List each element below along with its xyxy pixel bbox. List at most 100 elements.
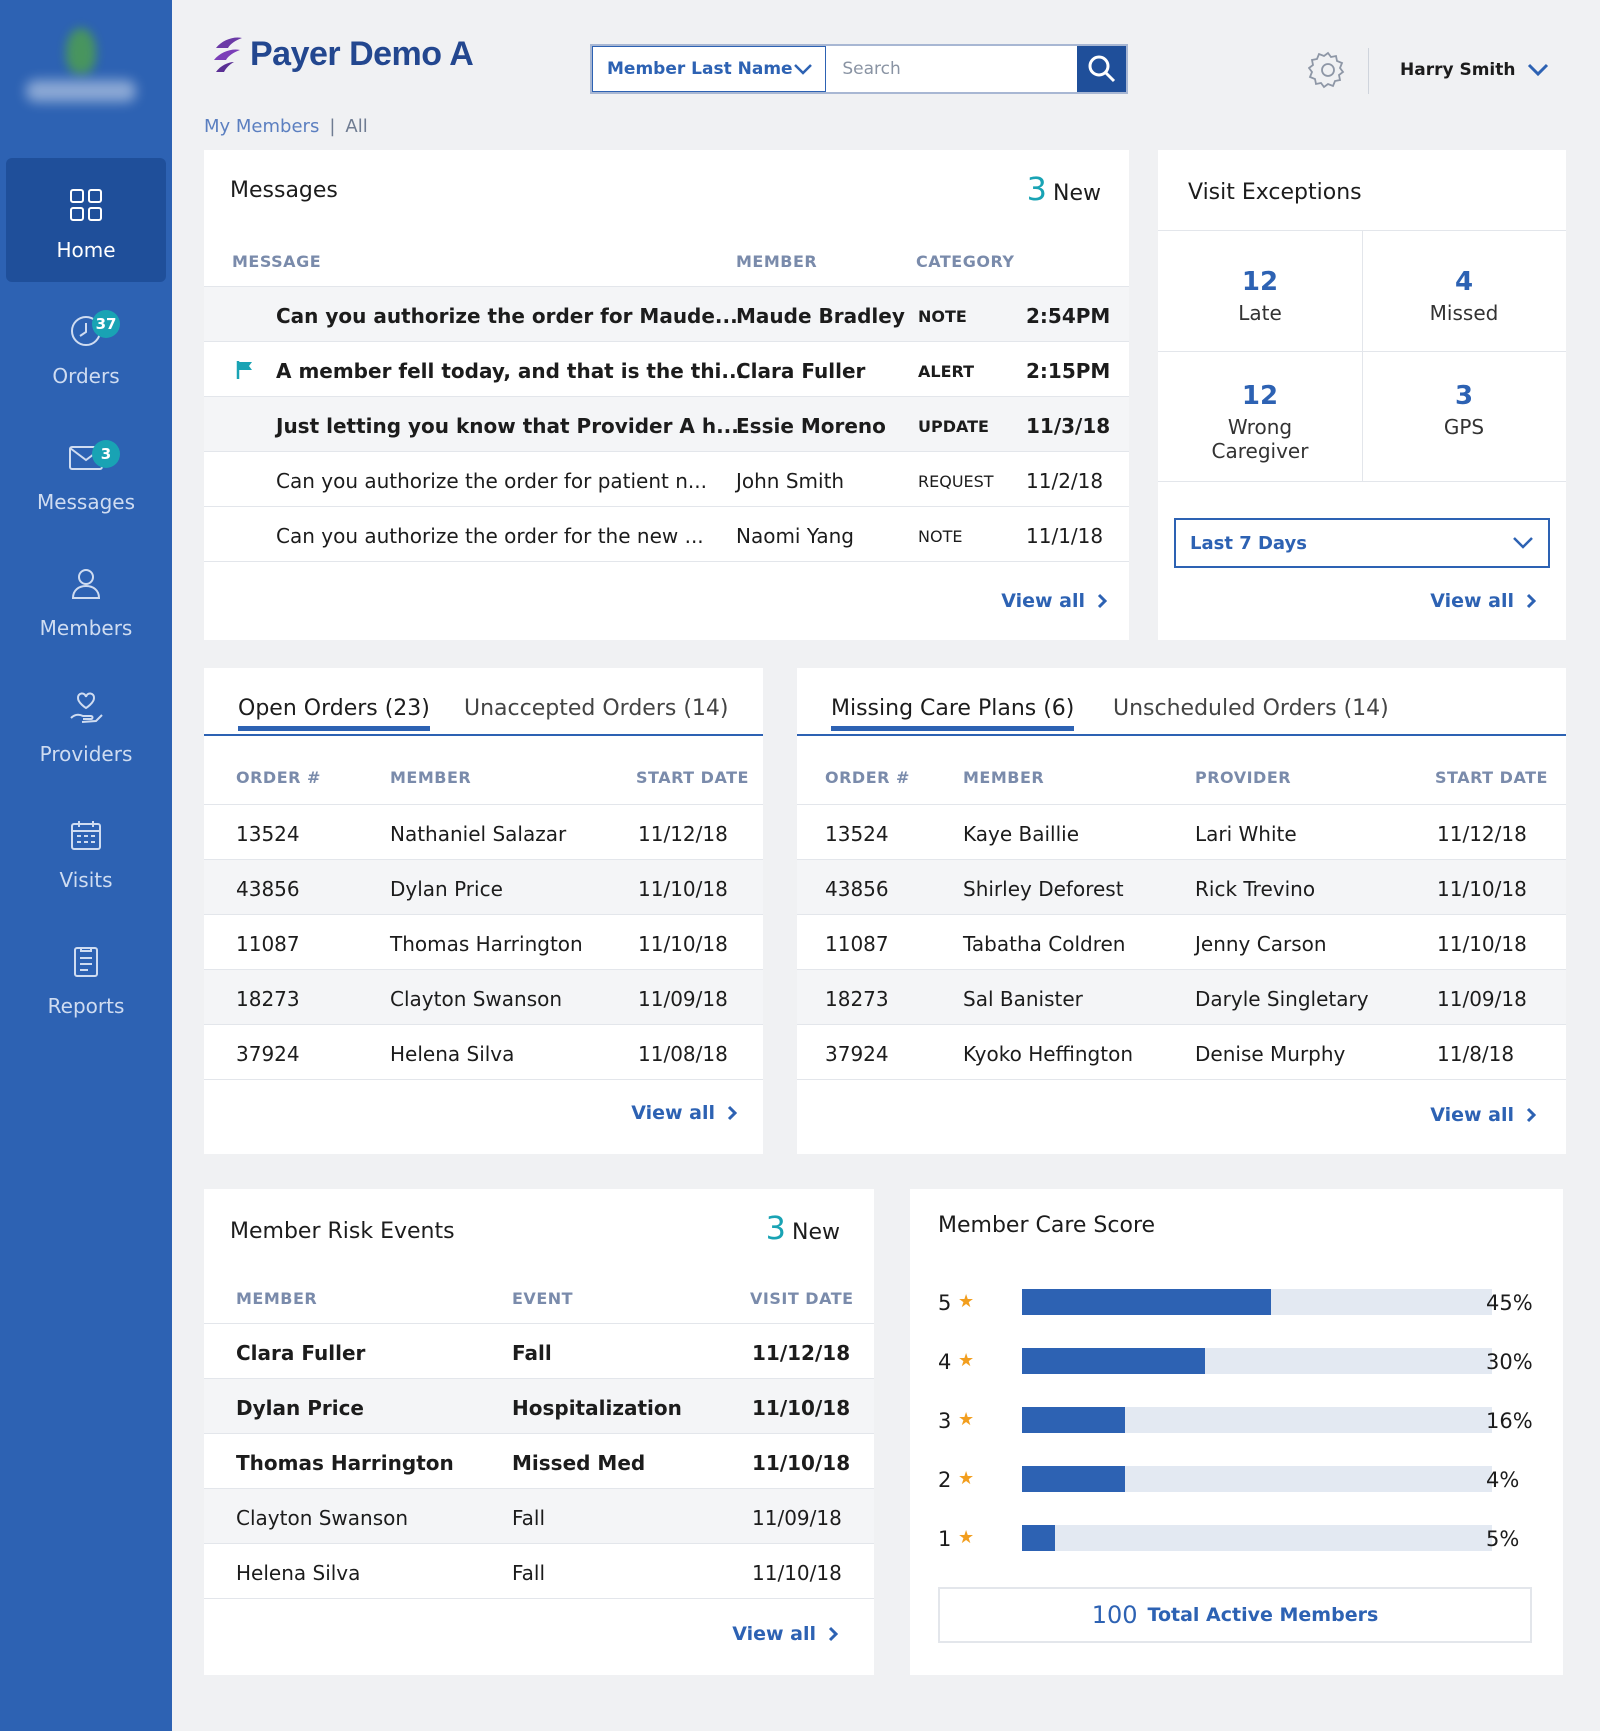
orders-view-all-link[interactable]: View all	[631, 1102, 737, 1124]
total-active-count: 100	[1091, 1601, 1138, 1629]
care-plan-row[interactable]: 13524 Kaye Baillie Lari White 11/12/18	[797, 804, 1566, 859]
score-stars-count: 4	[938, 1350, 952, 1374]
message-row[interactable]: Just letting you know that Provider A h.…	[204, 396, 1129, 451]
chevron-right-icon	[1526, 1107, 1536, 1123]
score-bar-track	[1022, 1289, 1492, 1315]
star-icon: ★	[958, 1350, 975, 1371]
filter-my-members[interactable]: My Members	[204, 116, 320, 137]
risk-events-card: Member Risk Events 3 New MEMBER EVENT VIS…	[204, 1189, 874, 1675]
message-row[interactable]: Can you authorize the order for Maude...…	[204, 286, 1129, 341]
order-row[interactable]: 18273 Clayton Swanson 11/09/18	[204, 969, 763, 1024]
nav-visits[interactable]: Visits	[6, 788, 166, 912]
chevron-right-icon	[727, 1105, 737, 1121]
message-row[interactable]: Can you authorize the order for patient …	[204, 451, 1129, 506]
care-plan-order: 37924	[825, 1042, 889, 1066]
tab-unaccepted-orders[interactable]: Unaccepted Orders (14)	[464, 696, 729, 721]
risk-row[interactable]: Helena Silva Fall 11/10/18	[204, 1543, 874, 1598]
risk-row[interactable]: Clara Fuller Fall 11/12/18	[204, 1323, 874, 1378]
order-number: 18273	[236, 987, 300, 1011]
message-row[interactable]: A member fell today, and that is the thi…	[204, 341, 1129, 396]
care-plan-row[interactable]: 37924 Kyoko Heffington Denise Murphy 11/…	[797, 1024, 1566, 1079]
order-row[interactable]: 11087 Thomas Harrington 11/10/18	[204, 914, 763, 969]
message-category: NOTE	[918, 527, 963, 546]
grid-divider	[1362, 231, 1363, 481]
messages-badge: 3	[92, 440, 120, 468]
exception-late[interactable]: 12 Late	[1158, 267, 1362, 325]
exception-count: 12	[1241, 267, 1279, 297]
tab-unscheduled-orders[interactable]: Unscheduled Orders (14)	[1113, 696, 1389, 721]
search-field-select[interactable]: Member Last Name	[592, 46, 827, 92]
score-row: 2 ★ 4%	[938, 1466, 1538, 1496]
risk-event: Fall	[512, 1561, 546, 1585]
message-category: ALERT	[918, 362, 975, 381]
exception-missed[interactable]: 4 Missed	[1362, 267, 1566, 325]
care-plan-order: 18273	[825, 987, 889, 1011]
nav-messages[interactable]: Messages 3	[6, 410, 166, 534]
nav-home-label: Home	[56, 238, 116, 262]
nav-reports[interactable]: Reports	[6, 914, 166, 1038]
messages-view-all-link[interactable]: View all	[1001, 590, 1107, 612]
order-row[interactable]: 43856 Dylan Price 11/10/18	[204, 859, 763, 914]
message-row[interactable]: Can you authorize the order for the new …	[204, 506, 1129, 561]
exception-count: 3	[1454, 381, 1474, 411]
nav-members[interactable]: Members	[6, 536, 166, 660]
filter-all[interactable]: All	[345, 116, 368, 137]
order-number: 43856	[236, 877, 300, 901]
exception-gps[interactable]: 3 GPS	[1362, 381, 1566, 439]
order-date: 11/10/18	[638, 932, 728, 956]
exception-label: Wrong	[1227, 415, 1293, 439]
grid-icon	[70, 189, 102, 221]
total-active-members[interactable]: 100 Total Active Members	[938, 1587, 1532, 1643]
nav-providers[interactable]: Providers	[6, 662, 166, 786]
score-bar-track	[1022, 1407, 1492, 1433]
date-range-select[interactable]: Last 7 Days	[1174, 518, 1550, 568]
order-row[interactable]: 37924 Helena Silva 11/08/18	[204, 1024, 763, 1079]
col-message: MESSAGE	[232, 252, 322, 271]
nav-orders[interactable]: Orders 37	[6, 284, 166, 408]
exception-wrong-caregiver[interactable]: 12 Wrong Caregiver	[1158, 381, 1362, 463]
care-plans-view-all-link[interactable]: View all	[1430, 1104, 1536, 1126]
care-plan-order: 13524	[825, 822, 889, 846]
order-row[interactable]: 13524 Nathaniel Salazar 11/12/18	[204, 804, 763, 859]
risk-row[interactable]: Thomas Harrington Missed Med 11/10/18	[204, 1433, 874, 1488]
risk-row[interactable]: Dylan Price Hospitalization 11/10/18	[204, 1378, 874, 1433]
exception-label: GPS	[1443, 415, 1485, 439]
person-icon	[71, 569, 101, 599]
visit-exceptions-view-all-link[interactable]: View all	[1430, 590, 1536, 612]
nav-home[interactable]: Home	[6, 158, 166, 282]
care-plan-member: Kaye Baillie	[963, 822, 1080, 846]
score-row: 3 ★ 16%	[938, 1407, 1538, 1437]
user-menu[interactable]: Harry Smith	[1400, 60, 1549, 80]
score-bar-track	[1022, 1348, 1492, 1374]
care-plan-row[interactable]: 43856 Shirley Deforest Rick Trevino 11/1…	[797, 859, 1566, 914]
risk-row[interactable]: Clayton Swanson Fall 11/09/18	[204, 1488, 874, 1543]
messages-new-count: 3 New	[1027, 170, 1101, 208]
heart-hand-icon	[70, 692, 103, 723]
care-plan-date: 11/10/18	[1437, 877, 1527, 901]
search-input[interactable]	[826, 46, 1078, 92]
brand-logo-icon	[214, 37, 242, 72]
order-number: 11087	[236, 932, 300, 956]
search-button[interactable]	[1077, 46, 1126, 92]
care-plan-row[interactable]: 11087 Tabatha Coldren Jenny Carson 11/10…	[797, 914, 1566, 969]
col-provider: PROVIDER	[1195, 768, 1292, 787]
risk-event: Fall	[512, 1341, 552, 1365]
col-member: MEMBER	[390, 768, 472, 787]
brand-title: Payer Demo A	[250, 34, 474, 73]
message-category: REQUEST	[918, 472, 994, 491]
message-category: NOTE	[918, 307, 967, 326]
order-date: 11/08/18	[638, 1042, 728, 1066]
tab-missing-care-plans[interactable]: Missing Care Plans (6)	[831, 696, 1075, 731]
risk-view-all-link[interactable]: View all	[732, 1623, 838, 1645]
order-date: 11/09/18	[638, 987, 728, 1011]
risk-date: 11/10/18	[752, 1451, 851, 1475]
total-active-label: Total Active Members	[1147, 1604, 1379, 1626]
col-visit-date: VISIT DATE	[750, 1289, 854, 1308]
tab-open-orders[interactable]: Open Orders (23)	[238, 696, 430, 731]
care-plan-date: 11/10/18	[1437, 932, 1527, 956]
care-plan-row[interactable]: 18273 Sal Banister Daryle Singletary 11/…	[797, 969, 1566, 1024]
settings-gear-icon[interactable]	[1308, 50, 1348, 90]
risk-member: Helena Silva	[236, 1561, 361, 1585]
messages-table-header: MESSAGE MEMBER CATEGORY	[204, 252, 1129, 288]
order-number: 13524	[236, 822, 300, 846]
